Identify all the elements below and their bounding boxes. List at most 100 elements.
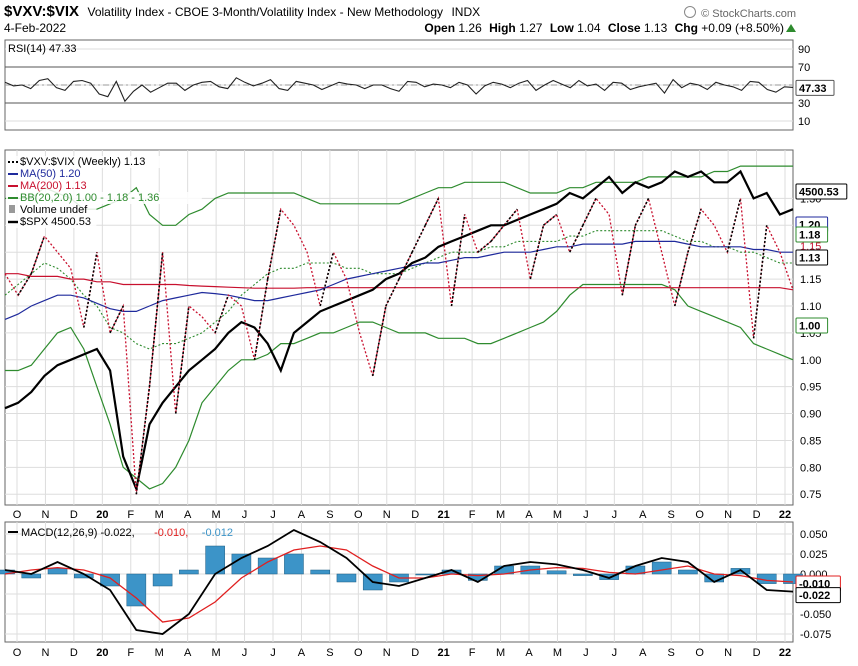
symbol-label: $VXV:$VIX — [4, 3, 80, 20]
price-x-tick-label: J — [612, 509, 618, 521]
macd-x-tick-label: 21 — [438, 647, 450, 659]
high-label: High — [489, 21, 516, 35]
price-x-tick-label: F — [469, 509, 476, 521]
macd-x-tick-label: 22 — [779, 647, 791, 659]
open-label: Open — [424, 21, 456, 35]
price-line-up-segment — [490, 224, 505, 242]
price-x-tick-label: M — [553, 509, 562, 521]
price-line-up-segment — [477, 240, 492, 253]
price-line-up-segment — [83, 252, 98, 328]
rsi-tick-label: 10 — [798, 116, 810, 128]
macd-legend-entry: -0.012 — [202, 527, 233, 539]
spx-value-tag-box — [795, 183, 848, 200]
price-line-up-segment — [503, 208, 518, 226]
price-legend-bg — [6, 192, 202, 204]
price-x-tick-label: D — [411, 509, 419, 521]
macd-x-tick-label: A — [525, 647, 533, 659]
macd-x-tick-label: N — [41, 647, 49, 659]
price-x-tick-label: N — [724, 509, 732, 521]
macd-histogram-bar — [599, 573, 619, 580]
price-line-up-segment — [109, 305, 124, 334]
price-x-tick-label: D — [753, 509, 761, 521]
price-value-tag-box — [795, 249, 829, 266]
price-line-up-segment — [385, 278, 400, 307]
price-x-tick-label: J — [583, 509, 589, 521]
macd-x-tick-label: N — [724, 647, 732, 659]
price-y-tick-label: 0.75 — [800, 489, 821, 501]
rsi-tick-label: 90 — [798, 44, 810, 56]
price-x-tick-label: F — [127, 509, 134, 521]
bb-mid-value-tag-box — [795, 226, 829, 243]
price-line-up-segment — [30, 235, 46, 274]
macd-x-tick-label: S — [326, 647, 333, 659]
macd-y-tick-label: 0.025 — [800, 549, 828, 561]
rsi-tick-label: 70 — [798, 62, 810, 74]
chg-value: +0.09 (+8.50%) — [701, 21, 784, 35]
price-line-up-segment — [319, 252, 335, 307]
price-legend-entry: MA(50) 1.20 — [20, 168, 81, 180]
spx-value-tag: 4500.53 — [799, 187, 839, 199]
ma200-line — [5, 273, 794, 291]
macd-histogram-bar — [284, 553, 304, 575]
price-x-tick-label: D — [70, 509, 78, 521]
watermark-text: © StockCharts.com — [701, 8, 796, 20]
macd-x-tick-label: S — [668, 647, 675, 659]
macd-x-tick-label: N — [383, 647, 391, 659]
macd-x-tick-label: M — [155, 647, 164, 659]
macd-histogram-bar — [126, 573, 147, 607]
price-line-up-segment — [726, 198, 742, 253]
price-legend-bg — [6, 180, 97, 192]
price-line-up-segment — [752, 225, 768, 339]
macd-line — [4, 528, 794, 635]
price-y-tick-label: 1.10 — [800, 301, 821, 313]
price-x-tick-label: O — [695, 509, 704, 521]
price-x-tick-label: 22 — [779, 509, 791, 521]
macd-x-tick-label: M — [212, 647, 221, 659]
close-label: Close — [607, 21, 641, 35]
price-x-tick-label: M — [496, 509, 505, 521]
price-x-tick-label: N — [383, 509, 391, 521]
logo-icon — [684, 6, 697, 18]
price-panel-frame — [4, 149, 794, 506]
price-line-up-segment — [542, 213, 558, 226]
bb-upper-line — [5, 165, 793, 226]
macd-x-tick-label: J — [242, 647, 248, 659]
bb-lower-value-tag: 1.00 — [799, 321, 820, 333]
chg-label: Chg — [674, 21, 698, 35]
price-legend-entry: $SPX 4500.53 — [20, 216, 91, 228]
macd-y-tick-label: -0.050 — [800, 609, 831, 621]
macd-y-tick-label: 0.050 — [800, 529, 828, 541]
macd-histogram-bar — [651, 561, 672, 575]
price-legend-entry: BB(20,2.0) 1.00 - 1.18 - 1.36 — [20, 192, 159, 204]
price-y-tick-label: 1.15 — [800, 274, 821, 286]
macd-y-tick-label: -0.075 — [800, 629, 831, 641]
price-line-up-segment — [424, 198, 440, 226]
rsi-value-tag-box — [795, 79, 835, 96]
price-value-tag: 1.13 — [799, 253, 820, 265]
price-x-tick-label: S — [668, 509, 675, 521]
description-label: Volatility Index - CBOE 3-Month/Volatili… — [87, 5, 444, 19]
price-y-tick-label: 0.95 — [800, 382, 821, 394]
price-x-tick-label: S — [326, 509, 333, 521]
price-x-tick-label: M — [212, 509, 221, 521]
macd-histogram-bar — [730, 568, 751, 575]
macd-histogram-bar — [415, 573, 436, 576]
price-x-tick-label: A — [298, 509, 306, 521]
price-line-up-segment — [529, 225, 545, 280]
price-y-tick-label: 0.85 — [800, 435, 821, 447]
macd-value-tag: -0.022 — [799, 590, 830, 602]
macd-value-tag-box — [795, 587, 841, 604]
price-legend-bg — [6, 216, 97, 228]
bb-middle-line — [4, 230, 793, 350]
macd-x-tick-label: M — [496, 647, 505, 659]
price-legend-bg — [6, 168, 91, 180]
price-line-up-segment — [569, 224, 584, 253]
macd-histogram-bar — [310, 569, 330, 575]
macd-x-tick-label: O — [354, 647, 363, 659]
macd-histogram-bar — [47, 568, 68, 575]
low-label: Low — [549, 21, 574, 35]
macd-histogram-bar — [179, 569, 199, 575]
exchange-label: INDX — [451, 5, 481, 19]
macd-x-tick-label: J — [612, 647, 618, 659]
